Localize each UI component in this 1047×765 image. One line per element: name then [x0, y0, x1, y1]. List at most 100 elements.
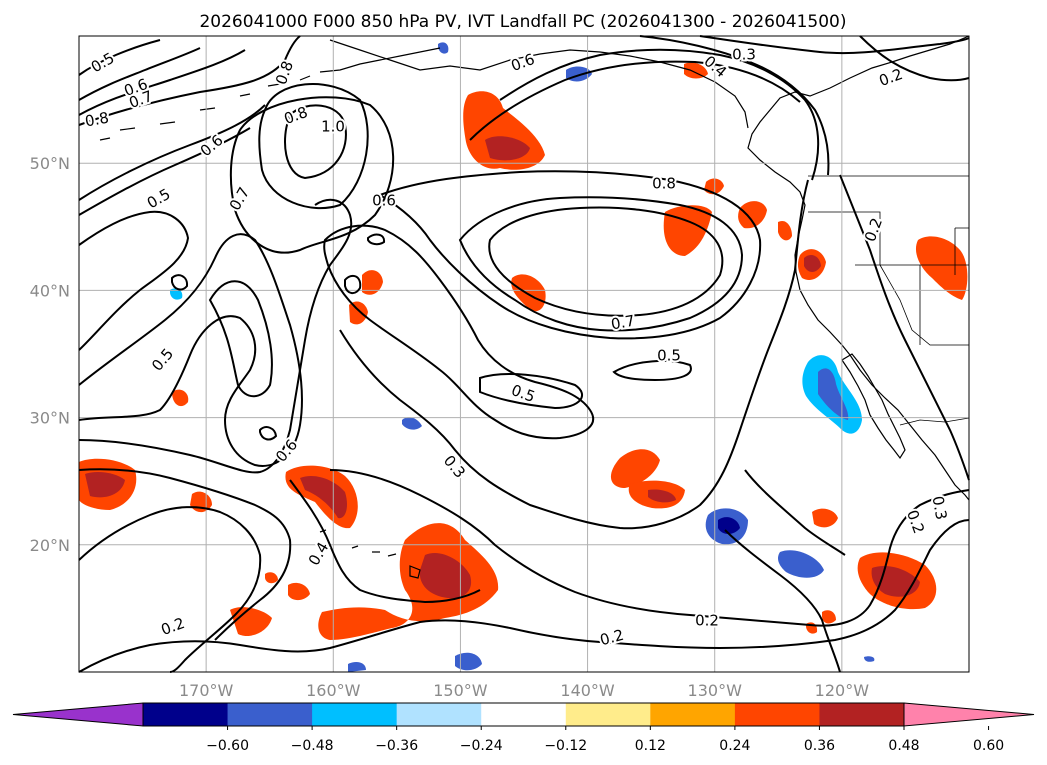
pv-contour-0.2-outer — [78, 519, 970, 673]
state-borders — [808, 211, 969, 346]
positive-anomaly-core — [485, 136, 530, 161]
longitude-tick-label: 150°W — [433, 681, 488, 700]
negative-anomaly-area — [455, 652, 482, 671]
coastlines — [99, 35, 970, 579]
colorbar-tick-label: −0.60 — [206, 738, 249, 754]
longitude-tick-label: 130°W — [688, 681, 743, 700]
contour-label: 0.5 — [657, 347, 681, 365]
contour-label: 1.0 — [321, 118, 345, 136]
positive-anomaly-area — [511, 274, 546, 312]
negative-anomaly-core — [818, 368, 849, 420]
pv-contour-0.5-south-loop — [612, 360, 692, 382]
longitude-tick-label: 160°W — [306, 681, 361, 700]
graticule — [79, 36, 969, 672]
pv-contour-0.6-main — [377, 170, 762, 340]
colorbar-segment — [227, 703, 313, 726]
negative-anomaly-area — [778, 550, 824, 578]
pv-contour-0.5-central-loop — [479, 373, 583, 410]
positive-anomaly-area — [915, 236, 968, 300]
pv-contour-0.7-main — [458, 196, 744, 332]
negative-anomaly-area — [402, 417, 422, 430]
colorbar-tick-label: −0.24 — [460, 738, 503, 754]
colorbar-segment — [565, 703, 651, 726]
longitude-tick-label: 170°W — [179, 681, 234, 700]
positive-anomaly-area — [288, 582, 310, 601]
pv-contour-0.8-small — [259, 426, 278, 441]
contour-label: 0.3 — [732, 46, 756, 64]
colorbar-tick-label: 0.48 — [888, 738, 919, 754]
positive-anomaly-area — [684, 62, 708, 79]
pv-contour-0.4-small — [171, 274, 189, 291]
positive-anomaly-area — [778, 220, 792, 241]
colorbar-segment — [312, 703, 398, 726]
negative-anomaly-area — [864, 656, 875, 662]
pv-contour-0.4 — [639, 35, 830, 176]
colorbar-tick-label: 0.12 — [635, 738, 666, 754]
us-mexico-border — [899, 417, 970, 426]
pv-contour-0.2-northeast — [859, 35, 970, 82]
pv-contour-0.8-ring — [258, 83, 369, 210]
positive-anomaly-area — [610, 449, 660, 488]
pv-contour-0.6-west — [78, 104, 266, 201]
aleutian-islands — [99, 47, 441, 141]
pv-contours — [78, 35, 970, 673]
latitude-tick-label: 20°N — [30, 536, 70, 555]
baja-california-coastline — [841, 353, 906, 460]
pv-contour-0.8-small-ring — [367, 233, 386, 246]
contour-label: 0.8 — [652, 175, 676, 193]
pv-contour-0.3-north — [699, 35, 970, 55]
pv-contour-0.7-north — [78, 49, 246, 116]
pv-contour-0.7-ring — [229, 96, 395, 254]
ivt-shading — [79, 42, 968, 672]
pv-contour-0.6-east — [499, 48, 820, 181]
map-frame — [78, 35, 970, 673]
positive-anomaly-core — [804, 254, 821, 272]
negative-anomaly-core — [718, 517, 740, 534]
pv-contour-0.7-loop — [208, 280, 273, 398]
colorbar-tick-label: 0.24 — [719, 738, 750, 754]
positive-anomaly-area — [230, 607, 272, 637]
colorbar-segment — [396, 703, 482, 726]
colorbar-tick-label: −0.36 — [375, 738, 418, 754]
latitude-tick-label: 40°N — [30, 281, 70, 300]
pv-contour-0.4-central — [289, 479, 481, 604]
longitude-tick-label: 140°W — [560, 681, 615, 700]
latitude-tick-label: 50°N — [30, 154, 70, 173]
colorbar-segment — [143, 703, 229, 726]
positive-anomaly-area — [172, 389, 189, 407]
pv-contour-0.3-south — [78, 468, 292, 641]
positive-anomaly-area — [265, 572, 278, 584]
pv-contour-0.5-north — [78, 39, 161, 76]
pv-contour-0.3-central — [339, 179, 809, 530]
positive-anomaly-core — [85, 472, 125, 498]
contour-label: 0.2 — [695, 612, 719, 630]
positive-anomaly-area — [318, 523, 499, 640]
colorbar: −0.60 −0.48 −0.36 −0.24 −0.12 0.12 0.24 0.36 0.4… — [12, 702, 1035, 754]
positive-anomaly-area — [822, 610, 836, 624]
colorbar-tick-label: 0.60 — [973, 738, 1004, 754]
negative-anomaly-area — [170, 288, 183, 300]
colorbar-segment — [819, 703, 905, 726]
pv-contour-0.5-loop — [78, 210, 190, 351]
colorbar-segment — [734, 703, 820, 726]
positive-anomaly-area — [812, 508, 838, 528]
pv-contour-0.2-east-coast — [839, 174, 970, 481]
latitude-tick-label: 30°N — [30, 409, 70, 428]
positive-anomaly-area — [738, 201, 767, 229]
figure-title: 2026041000 F000 850 hPa PV, IVT Landfall… — [199, 12, 846, 32]
colorbar-segment — [650, 703, 736, 726]
contour-label: 0.6 — [372, 192, 396, 210]
negative-anomaly-area — [348, 662, 366, 672]
pv-contour-1.0-ring — [284, 104, 347, 180]
pv-contour-0.6-central — [323, 224, 595, 440]
longitude-tick-label: 120°W — [815, 681, 870, 700]
pv-contour-0.2-southeast — [724, 529, 841, 673]
colorbar-extend-max — [903, 702, 1035, 727]
pv-contour-0.4-loop — [344, 274, 362, 294]
positive-anomaly-core — [419, 552, 472, 599]
colorbar-tick-label: −0.48 — [291, 738, 334, 754]
pv-contour-0.8-main — [488, 206, 724, 317]
positive-anomaly-core — [648, 489, 676, 503]
pv-contour-0.2-south — [78, 506, 262, 673]
axis-tick-labels: 170°W 160°W 150°W 140°W 130°W 120°W 50°N 40°N 30… — [30, 154, 870, 700]
